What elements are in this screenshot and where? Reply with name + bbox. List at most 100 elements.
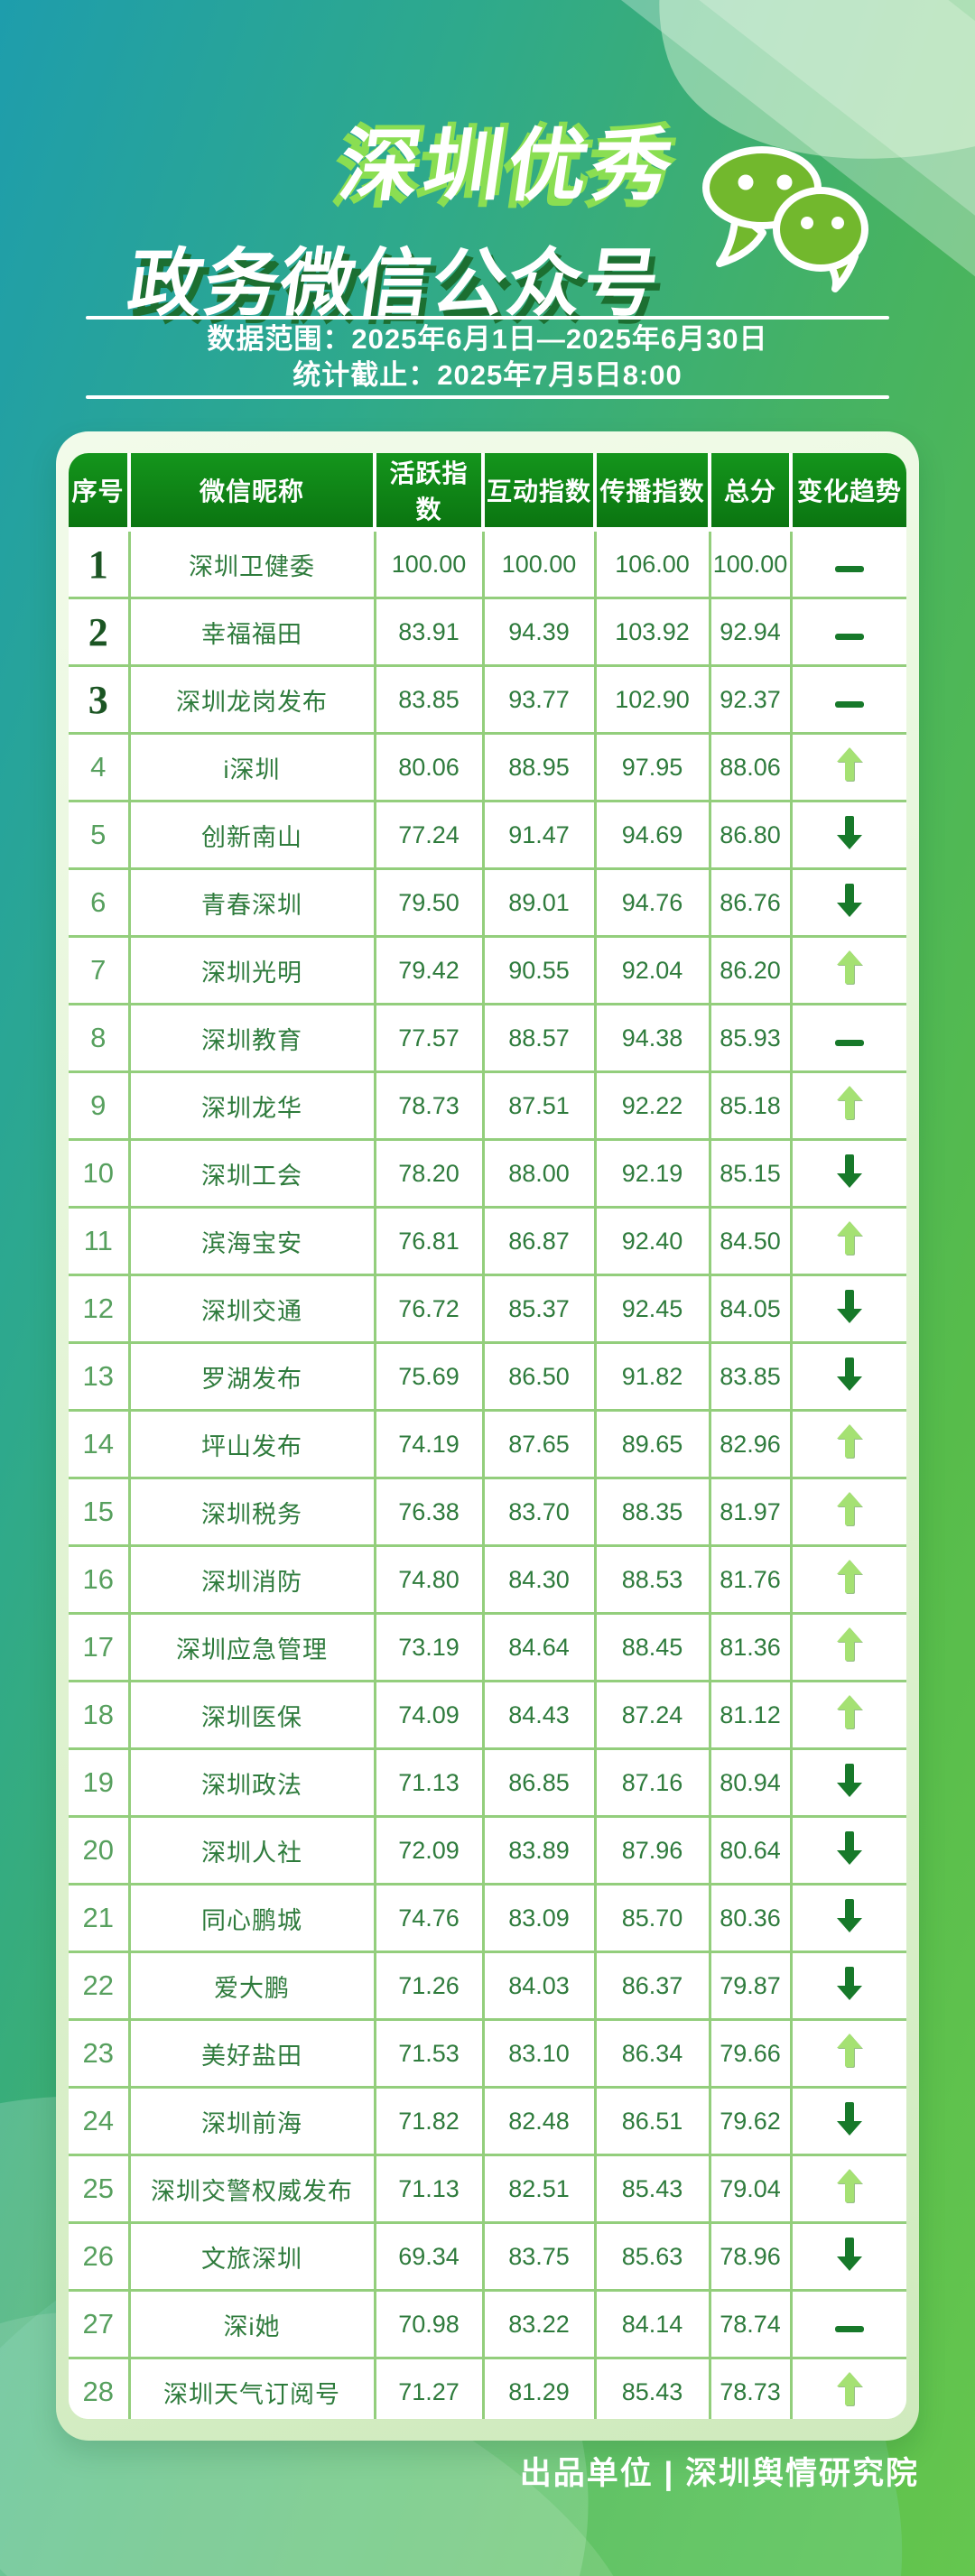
spread-index-cell: 87.24 — [593, 1680, 711, 1750]
trend-down-icon — [837, 1966, 862, 2000]
rank-cell: 10 — [69, 1138, 131, 1209]
trend-cell — [789, 935, 906, 1005]
account-name-cell: 深圳天气订阅号 — [127, 2357, 376, 2419]
trend-cell — [789, 529, 906, 599]
account-name-cell: 深圳消防 — [127, 1544, 376, 1615]
spread-index-cell: 88.45 — [593, 1612, 711, 1682]
rank-cell: 20 — [69, 1815, 131, 1886]
account-name-cell: 罗湖发布 — [127, 1341, 376, 1412]
rank-cell: 15 — [69, 1477, 131, 1547]
ranking-card: 序号 微信昵称 活跃指数 互动指数 传播指数 总分 变化趋势 1 深圳卫健委 100… — [56, 431, 919, 2441]
account-name-cell: 幸福福田 — [127, 597, 376, 667]
table-row: 2 幸福福田 83.91 94.39 103.92 92.94 — [69, 597, 906, 667]
spread-index-cell: 103.92 — [593, 597, 711, 667]
trend-up-icon — [837, 1221, 862, 1256]
table-row: 25 深圳交警权威发布 71.13 82.51 85.43 79.04 — [69, 2154, 906, 2224]
trend-up-icon — [837, 747, 862, 782]
interaction-index-cell: 88.95 — [481, 732, 597, 802]
account-name-cell: 深圳税务 — [127, 1477, 376, 1547]
rank-cell: 21 — [69, 1883, 131, 1953]
interaction-index-cell: 85.37 — [481, 1274, 597, 1344]
table-row: 4 i深圳 80.06 88.95 97.95 88.06 — [69, 732, 906, 802]
activity-index-cell: 80.06 — [373, 732, 485, 802]
spread-index-cell: 92.45 — [593, 1274, 711, 1344]
total-score-cell: 84.50 — [708, 1206, 793, 1276]
account-name-cell: 深圳交警权威发布 — [127, 2154, 376, 2224]
account-name-cell: 美好盐田 — [127, 2018, 376, 2089]
rank-cell: 18 — [69, 1680, 131, 1750]
account-name-cell: 深圳交通 — [127, 1274, 376, 1344]
rank-cell: 8 — [69, 1003, 131, 1073]
total-score-cell: 84.05 — [708, 1274, 793, 1344]
trend-up-icon — [837, 2372, 862, 2406]
interaction-index-cell: 84.64 — [481, 1612, 597, 1682]
interaction-index-cell: 88.00 — [481, 1138, 597, 1209]
trend-up-icon — [837, 1424, 862, 1459]
trend-cell — [789, 1477, 906, 1547]
table-row: 9 深圳龙华 78.73 87.51 92.22 85.18 — [69, 1070, 906, 1141]
activity-index-cell: 76.72 — [373, 1274, 485, 1344]
wechat-icon — [699, 143, 876, 294]
spread-index-cell: 84.14 — [593, 2289, 711, 2359]
account-name-cell: 深圳工会 — [127, 1138, 376, 1209]
total-score-cell: 79.04 — [708, 2154, 793, 2224]
account-name-cell: i深圳 — [127, 732, 376, 802]
total-score-cell: 79.66 — [708, 2018, 793, 2089]
trend-cell — [789, 1341, 906, 1412]
total-score-cell: 86.20 — [708, 935, 793, 1005]
spread-index-cell: 97.95 — [593, 732, 711, 802]
spread-index-cell: 94.76 — [593, 867, 711, 938]
header-rank: 序号 — [69, 453, 129, 532]
total-score-cell: 85.15 — [708, 1138, 793, 1209]
trend-up-icon — [837, 2034, 862, 2068]
trend-up-icon — [837, 2169, 862, 2203]
trend-flat-icon — [834, 1039, 864, 1046]
total-score-cell: 86.80 — [708, 800, 793, 870]
table-row: 14 坪山发布 74.19 87.65 89.65 82.96 — [69, 1409, 906, 1479]
trend-cell — [789, 1003, 906, 1073]
total-score-cell: 80.36 — [708, 1883, 793, 1953]
trend-cell — [789, 597, 906, 667]
trend-cell — [789, 1070, 906, 1141]
total-score-cell: 92.37 — [708, 664, 793, 735]
trend-down-icon — [837, 1763, 862, 1797]
trend-cell — [789, 732, 906, 802]
spread-index-cell: 87.16 — [593, 1747, 711, 1818]
trend-up-icon — [837, 1627, 862, 1662]
rank-cell: 23 — [69, 2018, 131, 2089]
trend-cell — [789, 1409, 906, 1479]
account-name-cell: 爱大鹏 — [127, 1951, 376, 2021]
interaction-index-cell: 94.39 — [481, 597, 597, 667]
table-row: 1 深圳卫健委 100.00 100.00 106.00 100.00 — [69, 529, 906, 599]
rank-cell: 12 — [69, 1274, 131, 1344]
table-row: 12 深圳交通 76.72 85.37 92.45 84.05 — [69, 1274, 906, 1344]
rank-cell: 27 — [69, 2289, 131, 2359]
account-name-cell: 青春深圳 — [127, 867, 376, 938]
activity-index-cell: 74.09 — [373, 1680, 485, 1750]
spread-index-cell: 106.00 — [593, 529, 711, 599]
total-score-cell: 79.87 — [708, 1951, 793, 2021]
ranking-table-box: 序号 微信昵称 活跃指数 互动指数 传播指数 总分 变化趋势 1 深圳卫健委 100… — [69, 453, 906, 2419]
trend-down-icon — [837, 1830, 862, 1865]
total-score-cell: 100.00 — [708, 529, 793, 599]
rank-cell: 9 — [69, 1070, 131, 1141]
cutoff-text: 统计截止：2025年7月5日8:00 — [292, 359, 682, 391]
activity-index-cell: 83.85 — [373, 664, 485, 735]
total-score-cell: 81.97 — [708, 1477, 793, 1547]
activity-index-cell: 74.80 — [373, 1544, 485, 1615]
account-name-cell: 滨海宝安 — [127, 1206, 376, 1276]
activity-index-cell: 74.76 — [373, 1883, 485, 1953]
activity-index-cell: 72.09 — [373, 1815, 485, 1886]
trend-down-icon — [837, 1898, 862, 1932]
rank-cell: 2 — [69, 597, 131, 667]
spread-index-cell: 85.70 — [593, 1883, 711, 1953]
trend-flat-icon — [834, 565, 864, 572]
account-name-cell: 深圳龙华 — [127, 1070, 376, 1141]
interaction-index-cell: 86.50 — [481, 1341, 597, 1412]
data-range-text: 数据范围：2025年6月1日—2025年6月30日 — [207, 323, 768, 355]
table-row: 23 美好盐田 71.53 83.10 86.34 79.66 — [69, 2018, 906, 2089]
trend-cell — [789, 1612, 906, 1682]
interaction-index-cell: 89.01 — [481, 867, 597, 938]
trend-cell — [789, 1206, 906, 1276]
activity-index-cell: 74.19 — [373, 1409, 485, 1479]
